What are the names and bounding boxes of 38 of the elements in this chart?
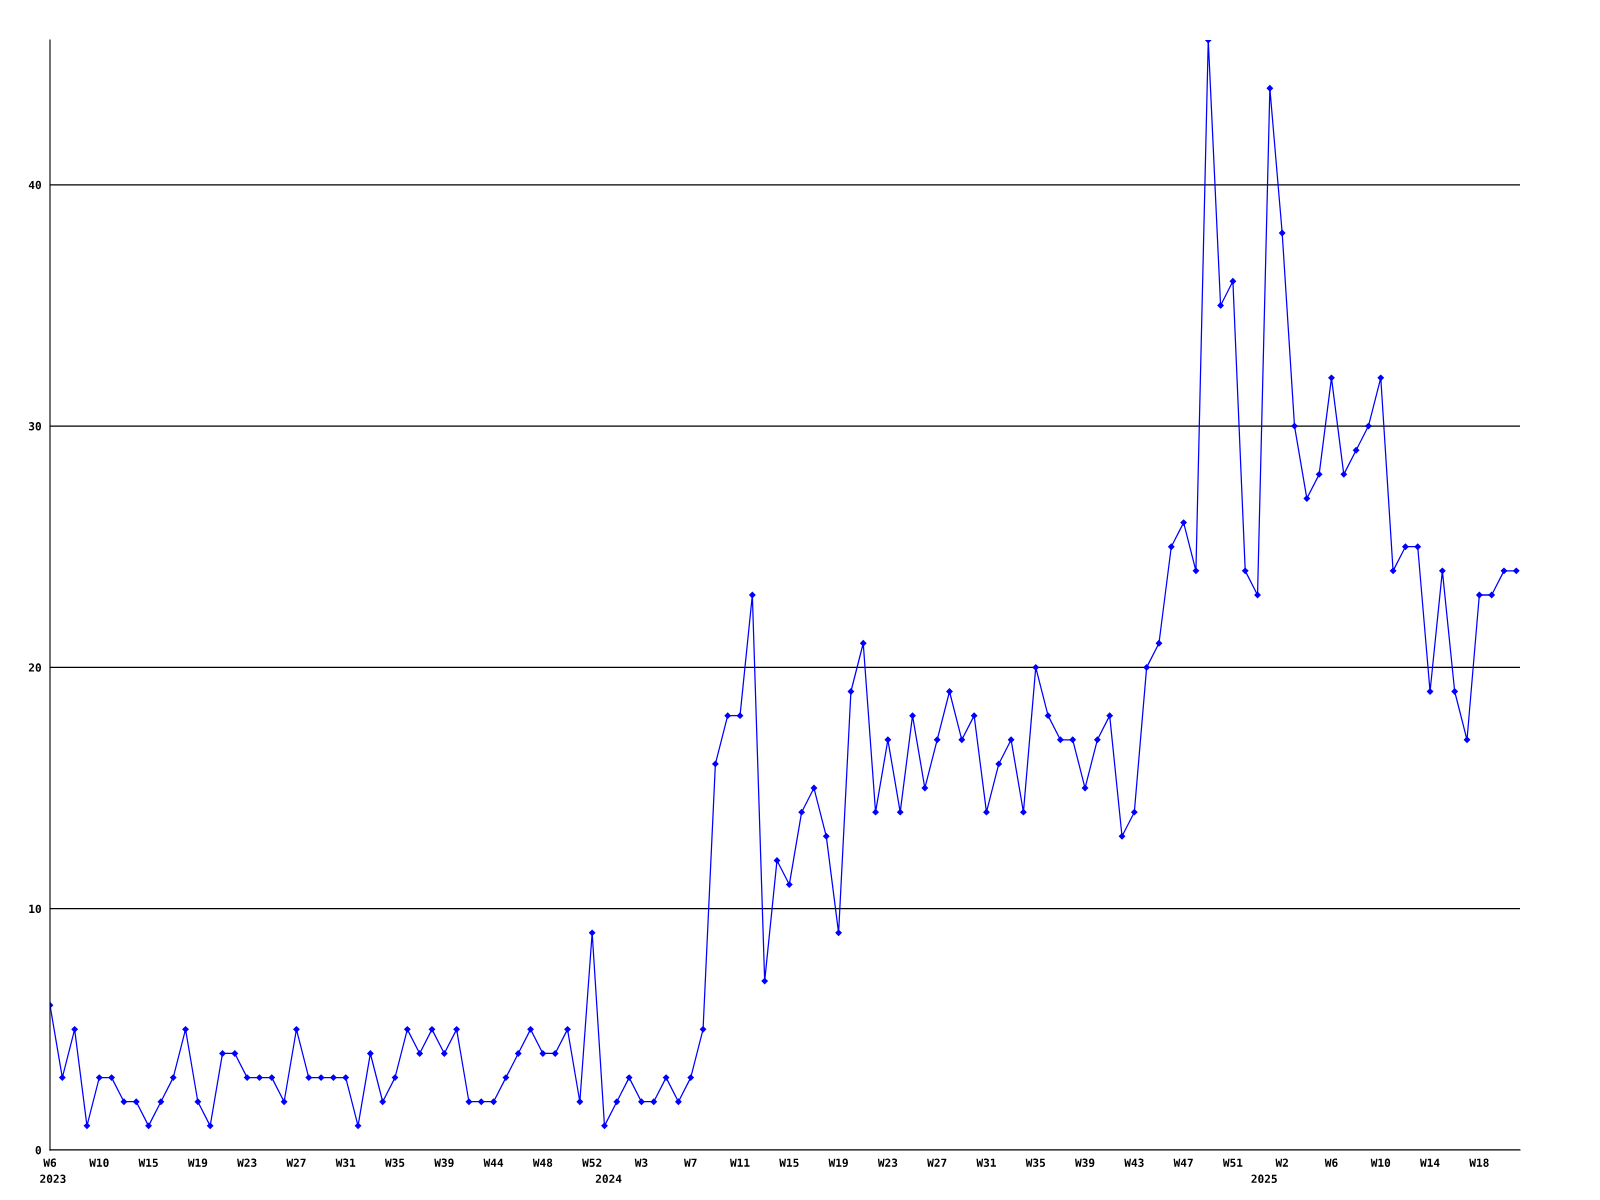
x-tick-label: W48: [532, 1158, 553, 1167]
x-tick-label: W18: [1469, 1158, 1489, 1167]
y-tick-label: 10: [29, 904, 41, 914]
x-tick-label: W39: [1075, 1158, 1095, 1167]
x-tick-label: W43: [1124, 1158, 1144, 1167]
x-tick-label: W23: [877, 1158, 898, 1167]
y-tick-label: 0: [35, 1145, 41, 1155]
y-tick-label: 20: [28, 663, 41, 672]
x-tick-label: W2: [1275, 1158, 1288, 1167]
text: 2025: [1251, 1174, 1277, 1184]
x-tick-label: W52: [582, 1158, 602, 1167]
x-tick-label: W7: [684, 1158, 697, 1167]
text: 2023: [40, 1174, 66, 1184]
x-tick-label: W19: [187, 1158, 208, 1167]
x-tick-label: W27: [286, 1158, 306, 1167]
x-tick-label: W31: [335, 1158, 356, 1167]
x-tick-label: W15: [779, 1158, 799, 1167]
x-tick-label: W23: [237, 1158, 257, 1167]
x-tick-label: W6: [1324, 1158, 1338, 1167]
y-tick-label: 30: [28, 422, 41, 431]
x-tick-label: W27: [927, 1158, 947, 1167]
x-tick-label: W19: [828, 1158, 848, 1167]
x-tick-label: W11: [729, 1158, 750, 1167]
x-tick-label: W31: [976, 1158, 996, 1167]
x-tick-label: W44: [483, 1158, 504, 1167]
x-tick-label: W3: [634, 1158, 648, 1167]
x-tick-label: W47: [1173, 1158, 1193, 1167]
text: 2024: [595, 1174, 622, 1184]
x-tick-label: W15: [138, 1158, 158, 1167]
x-tick-label: W35: [384, 1158, 405, 1167]
x-tick-label: W10: [1370, 1158, 1391, 1167]
x-tick-label: W14: [1420, 1158, 1440, 1167]
y-tick-label: 40: [28, 180, 41, 190]
x-tick-label: W6: [43, 1158, 57, 1167]
x-tick-label: W39: [434, 1158, 454, 1167]
x-tick-label: W35: [1025, 1158, 1046, 1167]
x-tick-label: W10: [89, 1158, 109, 1167]
x-tick-label: W51: [1222, 1158, 1243, 1167]
